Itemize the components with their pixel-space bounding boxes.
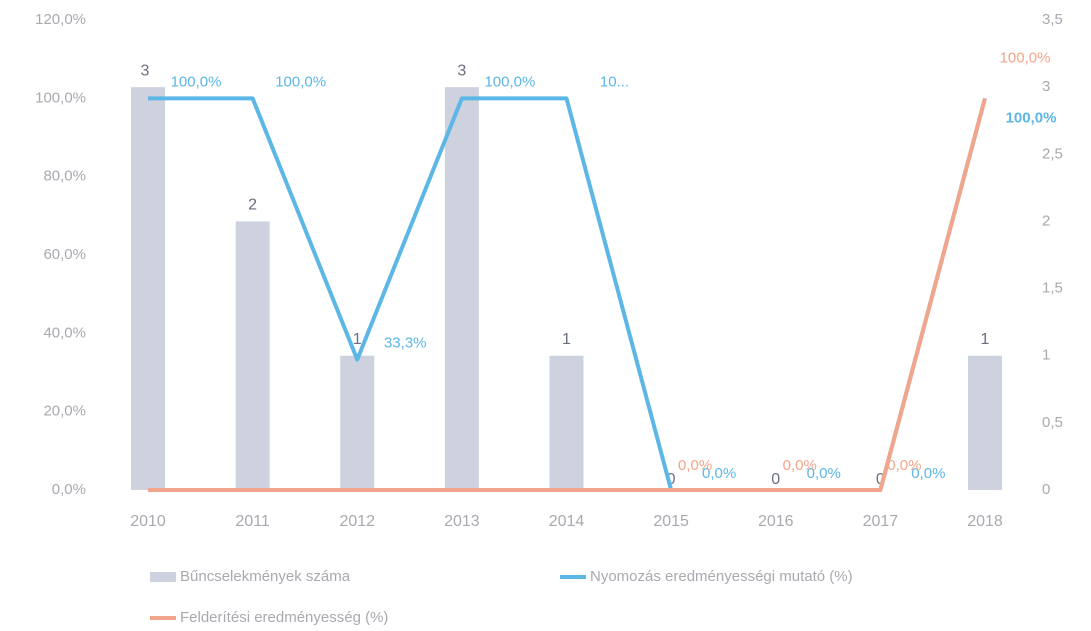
y2-tick-label: 3,5 <box>1042 11 1063 28</box>
line <box>148 97 987 492</box>
y2-tick-label: 3 <box>1042 78 1050 95</box>
bar <box>131 87 165 491</box>
y2-tick-label: 1 <box>1042 347 1050 364</box>
x-tick-label: 2016 <box>758 513 794 530</box>
line-value-label: 100,0% <box>1006 109 1057 126</box>
x-tick-label: 2018 <box>967 513 1003 530</box>
legend-label: Felderítési eredményesség (%) <box>180 609 388 626</box>
x-tick-label: 2012 <box>339 513 375 530</box>
bar <box>444 87 479 491</box>
x-tick-label: 2013 <box>444 513 480 530</box>
y-tick-label: 120,0% <box>35 11 86 28</box>
bar-value-label: 0 <box>667 471 676 488</box>
y2-tick-label: 2 <box>1042 212 1050 229</box>
line-value-label: 100,0% <box>1000 49 1051 66</box>
y-tick-label: 20,0% <box>43 403 86 420</box>
x-tick-label: 2017 <box>863 513 899 530</box>
x-tick-label: 2015 <box>653 513 689 530</box>
legend-label: Bűncselekmények száma <box>180 568 351 585</box>
y2-tick-label: 0,5 <box>1042 414 1063 431</box>
legend-label: Nyomozás eredményességi mutató (%) <box>590 568 853 585</box>
y2-tick-label: 0 <box>1042 481 1050 498</box>
line-value-label: 100,0% <box>171 73 222 90</box>
line-value-label: 10... <box>600 73 629 90</box>
y-tick-label: 100,0% <box>35 89 86 106</box>
bar <box>235 221 270 490</box>
legend-swatch <box>150 572 176 582</box>
line-value-label: 0,0% <box>783 457 817 474</box>
x-tick-label: 2011 <box>235 513 270 530</box>
line-value-label: 33,3% <box>384 335 427 352</box>
line-value-label: 0,0% <box>702 465 736 482</box>
line-value-label: 0,0% <box>678 457 712 474</box>
bar-value-label: 0 <box>771 471 780 488</box>
bar-value-label: 1 <box>562 331 571 348</box>
y-tick-label: 40,0% <box>43 324 86 341</box>
x-tick-label: 2010 <box>130 513 166 530</box>
bar-value-label: 3 <box>141 62 150 79</box>
line-value-label: 0,0% <box>911 465 945 482</box>
line-value-label: 100,0% <box>484 73 535 90</box>
bar-value-label: 1 <box>981 331 990 348</box>
line-value-label: 100,0% <box>275 73 326 90</box>
bar-value-label: 0 <box>876 471 885 488</box>
bar <box>340 355 375 490</box>
bar-value-label: 2 <box>248 197 257 214</box>
bar-value-label: 1 <box>353 331 362 348</box>
bar-value-label: 3 <box>457 62 466 79</box>
y-tick-label: 0,0% <box>52 481 86 498</box>
y-tick-label: 60,0% <box>43 246 86 263</box>
bar <box>968 355 1002 490</box>
y2-tick-label: 1,5 <box>1042 280 1063 297</box>
line-value-label: 0,0% <box>887 457 921 474</box>
bar <box>549 355 584 490</box>
line-value-label: 0,0% <box>807 465 841 482</box>
x-tick-label: 2014 <box>549 513 585 530</box>
y2-tick-label: 2,5 <box>1042 145 1063 162</box>
y-tick-label: 80,0% <box>43 168 86 185</box>
